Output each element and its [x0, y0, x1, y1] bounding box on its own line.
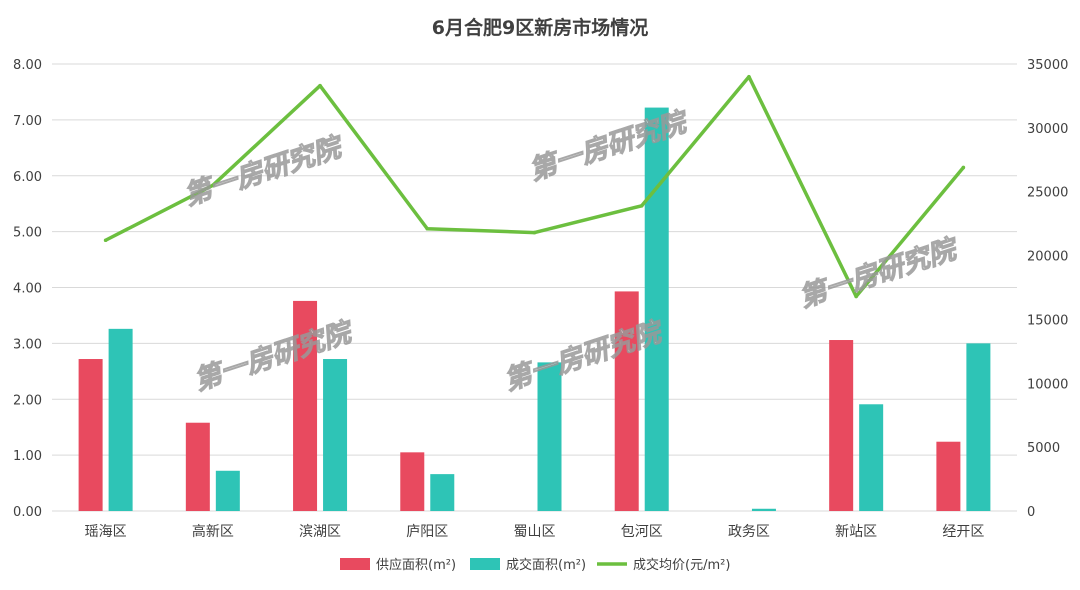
- line-point: [961, 165, 966, 170]
- x-tick-label: 高新区: [192, 523, 234, 540]
- line-point: [318, 83, 322, 88]
- legend-label: 成交均价(元/m²): [633, 557, 730, 573]
- y-left-tick-label: 2.00: [13, 393, 42, 408]
- y-right-tick-label: 35000: [1027, 58, 1068, 73]
- y-left-tick-label: 8.00: [13, 58, 42, 73]
- bar-supply: [829, 340, 854, 511]
- bar-supply: [614, 291, 639, 511]
- y-left-tick-label: 7.00: [13, 114, 42, 129]
- line-point: [747, 74, 751, 79]
- bar-supply: [78, 359, 103, 511]
- bar-transaction: [966, 343, 991, 511]
- y-right-tick-label: 20000: [1027, 250, 1068, 265]
- legend-label: 成交面积(m²): [506, 557, 586, 573]
- y-right-tick-label: 0: [1027, 505, 1035, 520]
- bar-transaction: [859, 404, 884, 511]
- x-tick-label: 蜀山区: [514, 524, 556, 540]
- bar-transaction: [323, 359, 348, 511]
- y-left-tick-label: 0.00: [13, 505, 42, 520]
- bar-transaction: [751, 508, 776, 511]
- bar-transaction: [108, 328, 133, 511]
- x-tick-label: 政务区: [728, 524, 770, 540]
- y-left-tick-label: 1.00: [13, 449, 42, 464]
- chart-title: 6月合肥9区新房市场情况: [432, 16, 648, 39]
- y-right-tick-label: 25000: [1027, 186, 1068, 201]
- y-left-tick-label: 5.00: [13, 226, 42, 241]
- x-tick-label: 新站区: [835, 524, 877, 540]
- legend-swatch: [340, 558, 370, 570]
- x-tick-label: 包河区: [621, 524, 663, 540]
- bar-supply: [293, 300, 318, 511]
- watermark-text: 第一房研究院: [501, 316, 669, 397]
- line-point: [425, 226, 430, 231]
- y-right-tick-label: 15000: [1027, 313, 1068, 328]
- y-left-tick-label: 4.00: [13, 282, 42, 297]
- x-tick-label: 瑶海区: [85, 524, 127, 540]
- line-point: [639, 203, 644, 208]
- y-left-tick-label: 3.00: [13, 337, 42, 352]
- y-right-tick-label: 5000: [1027, 441, 1060, 456]
- x-tick-label: 庐阳区: [406, 524, 448, 540]
- bar-transaction: [537, 362, 562, 511]
- x-tick-label: 经开区: [942, 524, 984, 540]
- bar-supply: [185, 422, 210, 511]
- bar-transaction: [430, 474, 455, 511]
- bar-transaction: [215, 470, 240, 511]
- line-point: [211, 183, 215, 188]
- y-left-tick-label: 6.00: [13, 170, 42, 185]
- legend-label: 供应面积(m²): [376, 557, 456, 573]
- y-right-tick-label: 30000: [1027, 122, 1068, 137]
- line-point: [532, 230, 537, 235]
- x-tick-label: 滨湖区: [299, 524, 341, 540]
- bar-supply: [400, 452, 425, 511]
- line-point: [103, 238, 108, 243]
- y-right-tick-label: 10000: [1027, 377, 1068, 392]
- bar-transaction: [644, 107, 669, 512]
- legend-swatch: [470, 558, 500, 570]
- watermark-text: 第一房研究院: [796, 233, 964, 314]
- bar-supply: [936, 441, 961, 511]
- line-point: [854, 294, 858, 299]
- watermark-text: 第一房研究院: [181, 131, 349, 212]
